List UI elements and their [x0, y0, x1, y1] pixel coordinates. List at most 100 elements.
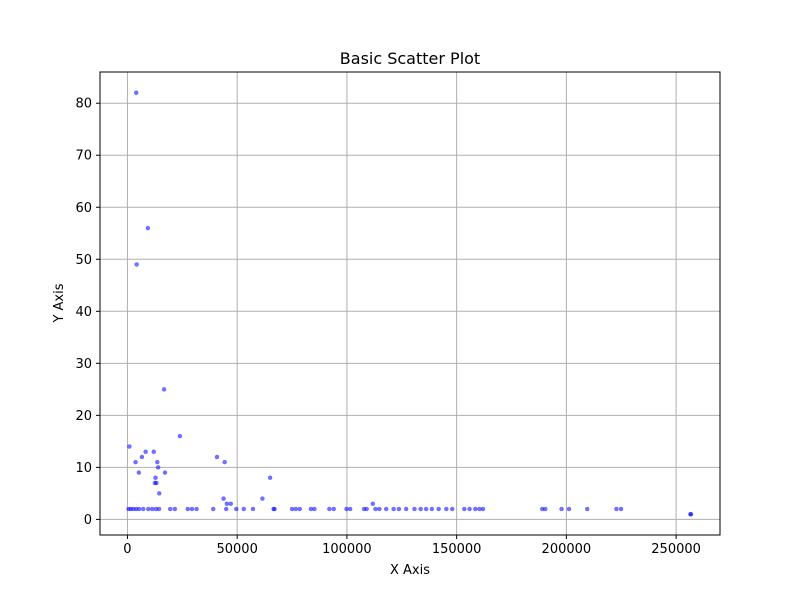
- scatter-point: [418, 506, 423, 512]
- scatter-point: [412, 506, 417, 512]
- scatter-point: [154, 459, 160, 465]
- scatter-point: [403, 506, 409, 512]
- scatter-point: [228, 501, 234, 507]
- scatter-point: [154, 480, 159, 486]
- y-axis-label: Y Axis: [52, 283, 67, 323]
- y-tick-label: 0: [84, 513, 92, 528]
- plot-frame: [99, 71, 721, 536]
- scatter-point: [156, 506, 162, 512]
- x-tick-label: 250000: [651, 542, 701, 557]
- scatter-point: [289, 506, 295, 512]
- scatter-point: [133, 459, 138, 465]
- scatter-point: [149, 506, 155, 512]
- scatter-point: [241, 506, 247, 512]
- scatter-point: [127, 444, 132, 449]
- scatter-point: [566, 506, 572, 512]
- scatter-point: [161, 387, 167, 392]
- scatter-point: [436, 506, 441, 512]
- scatter-point: [172, 506, 178, 512]
- scatter-point: [136, 470, 142, 475]
- scatter-point: [250, 506, 256, 512]
- chart-title: Basic Scatter Plot: [340, 49, 480, 68]
- scatter-point: [267, 475, 273, 481]
- scatter-point: [559, 506, 564, 512]
- scatter-point: [383, 506, 389, 512]
- scatter-point: [189, 506, 195, 512]
- x-tick-label: 50000: [216, 542, 257, 557]
- y-tick-label: 70: [75, 149, 92, 164]
- scatter-point: [293, 506, 299, 512]
- scatter-point: [614, 506, 619, 512]
- scatter-point: [167, 506, 173, 512]
- y-tick-label: 50: [75, 253, 92, 268]
- scatter-point: [134, 262, 139, 267]
- scatter-point: [260, 496, 265, 501]
- scatter-point: [344, 506, 349, 512]
- scatter-point: [449, 506, 455, 512]
- scatter-point: [233, 506, 239, 512]
- scatter-point: [155, 465, 161, 470]
- scatter-point: [543, 506, 548, 512]
- scatter-point: [688, 511, 694, 517]
- x-tick-label: 0: [123, 542, 131, 557]
- scatter-point: [153, 475, 158, 481]
- scatter-point: [272, 506, 277, 512]
- scatter-point: [584, 506, 590, 512]
- scatter-point: [210, 506, 216, 512]
- x-axis-ticks: 0 50000 100000 150000 200000 250000: [123, 535, 701, 557]
- scatter-point: [214, 454, 220, 460]
- scatter-point: [444, 506, 449, 512]
- x-tick-label: 150000: [432, 542, 482, 557]
- scatter-point: [429, 506, 435, 512]
- scatter-point: [221, 496, 226, 501]
- scatter-point: [327, 506, 332, 512]
- scatter-point: [140, 506, 146, 512]
- y-tick-label: 30: [75, 357, 92, 372]
- scatter-point: [162, 470, 168, 475]
- scatter-point: [373, 506, 378, 512]
- scatter-point: [222, 459, 227, 465]
- scatter-point: [151, 449, 157, 455]
- scatter-point: [312, 506, 317, 512]
- scatter-point: [364, 506, 369, 512]
- scatter-point: [377, 506, 382, 512]
- scatter-point: [145, 506, 151, 512]
- scatter-point: [480, 506, 486, 512]
- x-tick-label: 200000: [542, 542, 592, 557]
- scatter-point: [139, 454, 145, 460]
- scatter-point: [331, 506, 337, 512]
- scatter-point: [391, 506, 396, 512]
- y-tick-label: 40: [75, 305, 92, 320]
- y-tick-label: 20: [75, 409, 92, 424]
- scatter-point: [297, 506, 303, 512]
- scatter-point: [136, 506, 142, 512]
- scatter-point: [177, 433, 183, 439]
- scatter-point: [133, 90, 139, 96]
- y-axis-ticks: 0 10 20 30 40 50 60 70 80: [75, 97, 100, 528]
- x-axis-label: X Axis: [390, 563, 430, 578]
- scatter-point: [396, 506, 402, 512]
- scatter-point: [423, 506, 429, 512]
- scatter-point: [370, 501, 376, 507]
- scatter-point: [156, 491, 162, 496]
- scatter-point: [618, 506, 624, 512]
- scatter-point: [194, 506, 199, 512]
- scatter-point: [143, 449, 148, 455]
- scatter-point: [462, 506, 467, 512]
- x-tick-label: 100000: [322, 542, 372, 557]
- scatter-point: [224, 501, 230, 507]
- y-tick-label: 60: [75, 201, 92, 216]
- y-tick-label: 80: [75, 97, 92, 112]
- grid-lines: [100, 72, 720, 535]
- scatter-point: [472, 506, 478, 512]
- scatter-point: [223, 506, 229, 512]
- scatter-point: [145, 225, 151, 231]
- y-tick-label: 10: [75, 461, 92, 476]
- data-points: [126, 90, 694, 517]
- scatter-point: [347, 506, 353, 512]
- scatter-point: [185, 506, 191, 512]
- scatter-point: [467, 506, 472, 512]
